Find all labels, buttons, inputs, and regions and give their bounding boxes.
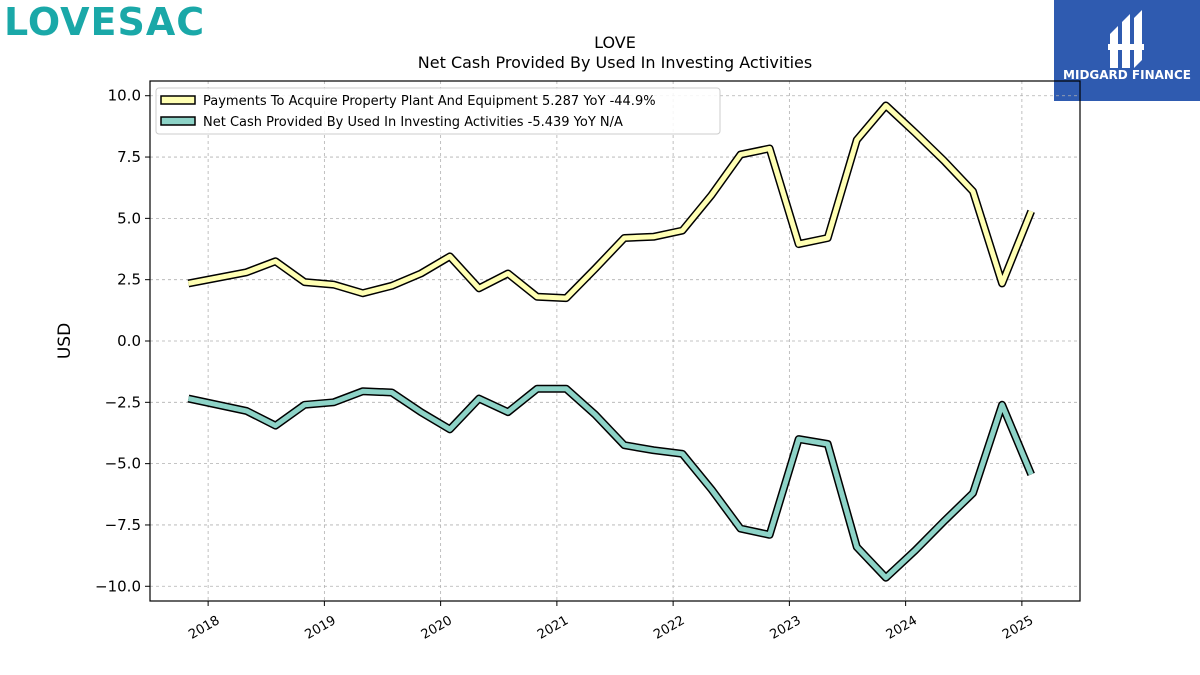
midgard-logo-icon [1108, 10, 1144, 68]
chart-subtitle: Net Cash Provided By Used In Investing A… [418, 53, 812, 72]
legend-swatch [160, 95, 196, 105]
midgard-finance-badge: MIDGARD FINANCE [1054, 0, 1200, 101]
y-tick-label: 2.5 [117, 271, 141, 289]
x-tick-label: 2023 [768, 613, 804, 643]
x-tick-label: 2022 [651, 613, 687, 643]
chart-title: LOVE [594, 33, 636, 52]
legend-box [155, 87, 721, 135]
x-tick-label: 2025 [1000, 613, 1036, 643]
legend-label: Payments To Acquire Property Plant And E… [203, 94, 656, 109]
legend-label: Net Cash Provided By Used In Investing A… [203, 115, 623, 130]
legend: Payments To Acquire Property Plant And E… [155, 87, 721, 135]
y-tick-label: −2.5 [105, 393, 141, 411]
grid [150, 81, 1080, 601]
y-tick-label: 10.0 [108, 87, 141, 105]
x-axis: 2018 2019 2020 2021 2022 2023 2024 2025 [186, 601, 1036, 643]
series-1-outline [187, 384, 1035, 582]
x-tick-label: 2021 [535, 613, 571, 643]
series-layer [187, 101, 1035, 582]
x-tick-label: 2024 [884, 613, 920, 643]
brand-logo: LOVESAC [4, 0, 206, 44]
y-axis: −10.0 −7.5 −5.0 −2.5 0.0 2.5 5.0 7.5 10.0 [95, 87, 150, 595]
y-tick-label: 7.5 [117, 148, 141, 166]
x-tick-label: 2020 [419, 613, 455, 643]
y-tick-label: 0.0 [117, 332, 141, 350]
y-tick-label: −5.0 [105, 455, 141, 473]
badge-background [1054, 0, 1200, 101]
y-tick-label: 5.0 [117, 209, 141, 227]
y-tick-label: −7.5 [105, 516, 141, 534]
y-axis-label: USD [55, 323, 75, 359]
series-1-line [187, 386, 1034, 581]
series-0-line [187, 103, 1034, 301]
legend-swatch [160, 116, 196, 126]
y-tick-label: −10.0 [95, 577, 141, 595]
x-tick-label: 2019 [303, 613, 339, 643]
x-tick-label: 2018 [186, 613, 222, 643]
badge-text: MIDGARD FINANCE [1063, 68, 1191, 82]
